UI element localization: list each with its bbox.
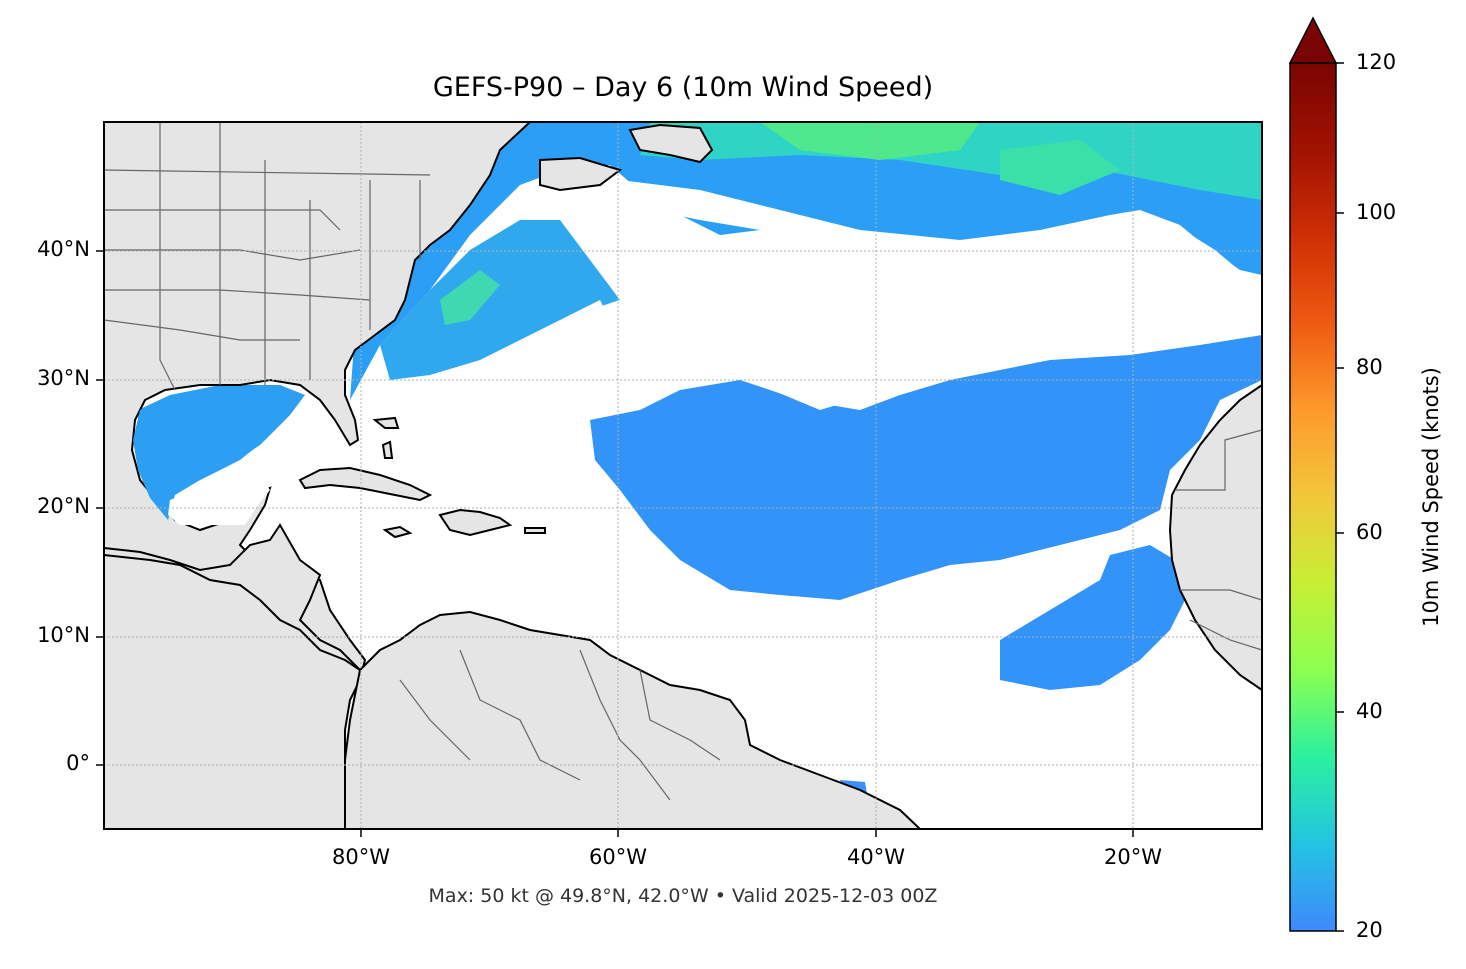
wind-speed-field (138, 122, 1262, 800)
colorbar-tick-60: 60 (1356, 520, 1383, 544)
lat-label-0: 0° (66, 751, 90, 775)
lon-label-20w: 20°W (1104, 845, 1162, 869)
colorbar-ticks (1336, 62, 1344, 932)
colorbar-tick-40: 40 (1356, 699, 1383, 723)
colorbar-tick-20: 20 (1356, 918, 1383, 942)
lat-label-30n: 30°N (37, 366, 90, 390)
colorbar-tick-80: 80 (1356, 355, 1383, 379)
lat-label-40n: 40°N (37, 237, 90, 261)
land-masses (104, 122, 1262, 829)
lon-label-80w: 80°W (332, 845, 390, 869)
colorbar-tick-100: 100 (1356, 200, 1397, 224)
map-title: GEFS-P90 – Day 6 (10m Wind Speed) (432, 72, 934, 103)
gridlines (104, 122, 1262, 829)
colorbar-extend-arrow (1288, 16, 1338, 64)
map-frame (103, 121, 1263, 830)
colorbar-title: 10m Wind Speed (knots) (1419, 367, 1443, 627)
map-canvas (104, 122, 1262, 829)
lon-label-40w: 40°W (847, 845, 905, 869)
map-footer: Max: 50 kt @ 49.8°N, 42.0°W • Valid 2025… (428, 885, 938, 907)
colorbar-gradient (1289, 62, 1337, 932)
lat-label-10n: 10°N (37, 623, 90, 647)
lon-label-60w: 60°W (589, 845, 647, 869)
axis-ticks (96, 250, 1134, 837)
lat-label-20n: 20°N (37, 494, 90, 518)
colorbar-tick-120: 120 (1356, 50, 1397, 74)
colorbar (1288, 16, 1344, 932)
